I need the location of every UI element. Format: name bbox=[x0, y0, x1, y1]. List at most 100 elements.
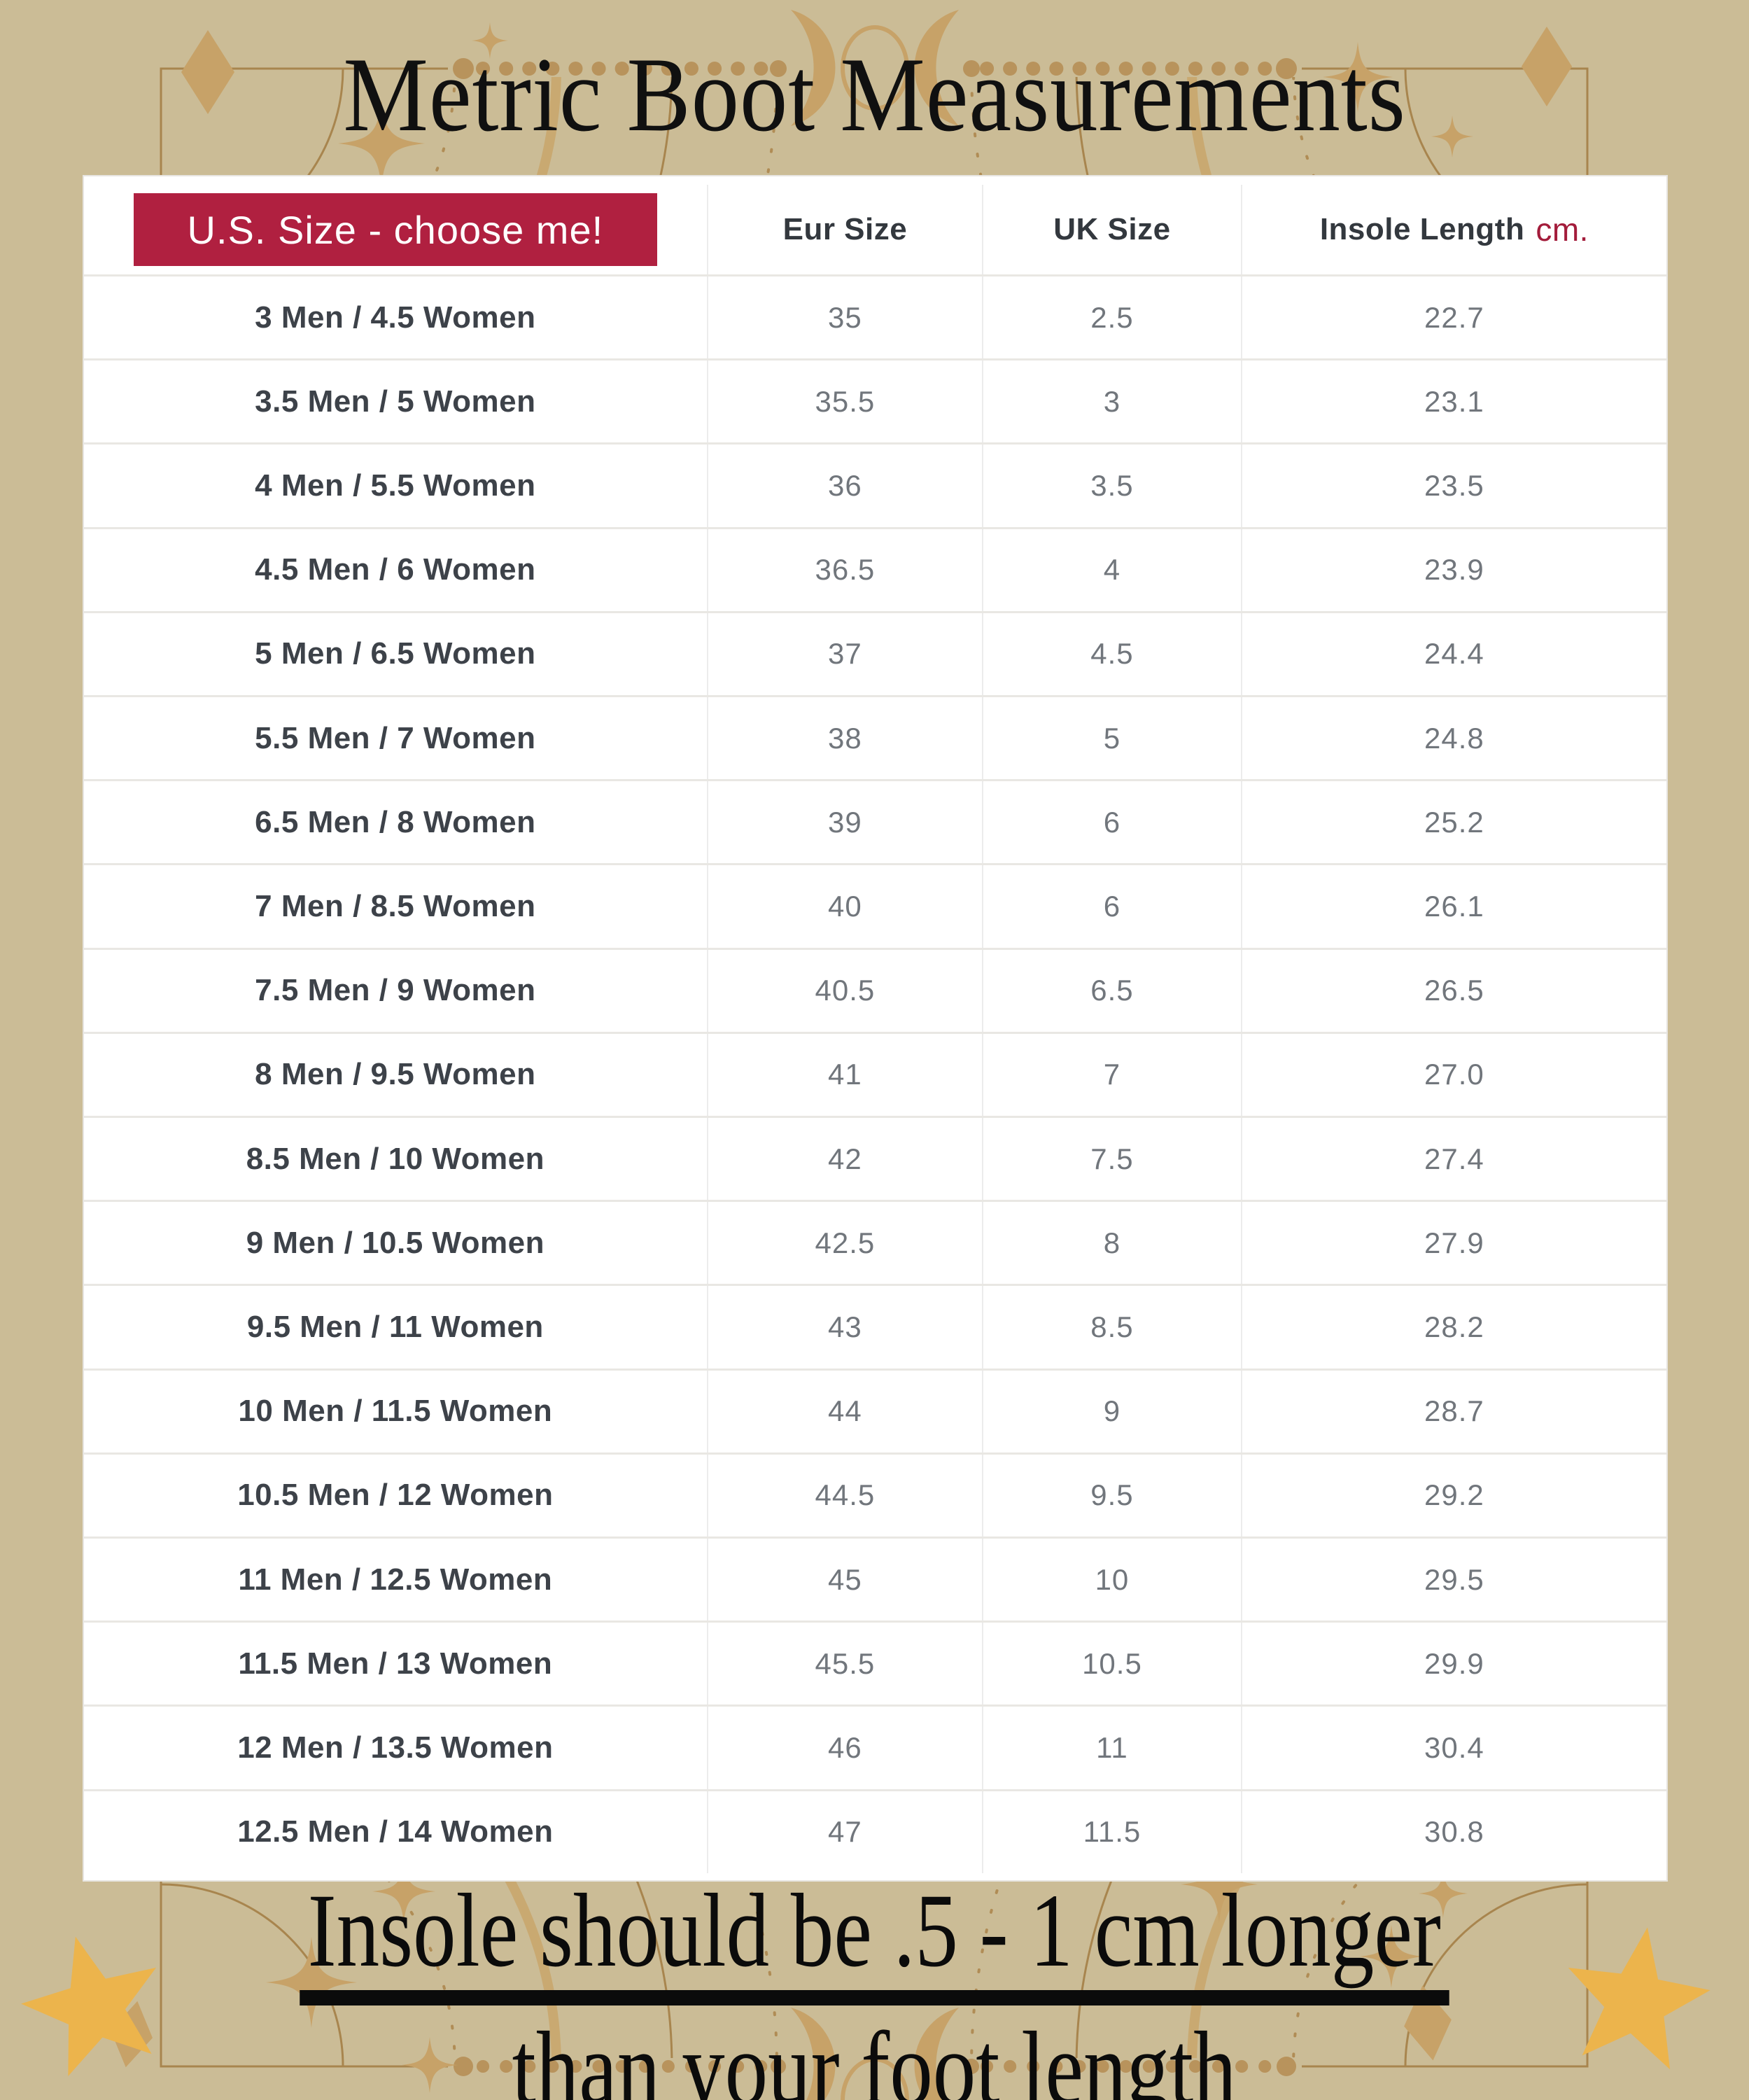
eur-size-cell: 40 bbox=[706, 865, 982, 948]
insole-length-cell: 24.4 bbox=[1240, 612, 1666, 696]
top-divider-ornament bbox=[448, 10, 1302, 126]
table-row: 5.5 Men / 7 Women 38 5 24.8 bbox=[84, 695, 1666, 780]
insole-length-cell: 26.5 bbox=[1240, 949, 1666, 1032]
table-row: 4.5 Men / 6 Women 36.5 4 23.9 bbox=[84, 526, 1666, 611]
uk-size-cell: 2.5 bbox=[982, 276, 1241, 359]
eur-size-cell: 35 bbox=[706, 276, 982, 359]
table-row: 12.5 Men / 14 Women 47 11.5 30.8 bbox=[84, 1788, 1666, 1873]
us-size-cell: 3 Men / 4.5 Women bbox=[255, 300, 536, 335]
us-size-cell: 4.5 Men / 6 Women bbox=[255, 552, 536, 587]
insole-length-cell: 29.9 bbox=[1240, 1623, 1666, 1705]
us-size-cell: 7 Men / 8.5 Women bbox=[255, 889, 536, 924]
table-row: 11 Men / 12.5 Women 45 10 29.5 bbox=[84, 1536, 1666, 1621]
left-crescent-icon bbox=[791, 10, 836, 126]
uk-size-cell: 7.5 bbox=[982, 1118, 1241, 1200]
full-moon-icon bbox=[841, 25, 909, 111]
table-row: 4 Men / 5.5 Women 36 3.5 23.5 bbox=[84, 442, 1666, 527]
us-size-cell: 11.5 Men / 13 Women bbox=[238, 1646, 553, 1681]
page-title: Metric Boot Measurements bbox=[0, 34, 1749, 155]
us-size-cell: 11 Men / 12.5 Women bbox=[238, 1562, 553, 1597]
footer-line-1: Insole should be .5 - 1 cm longer bbox=[300, 1877, 1449, 2005]
us-size-cell: 10.5 Men / 12 Women bbox=[237, 1478, 554, 1513]
insole-length-cell: 28.7 bbox=[1240, 1370, 1666, 1452]
eur-size-cell: 41 bbox=[706, 1033, 982, 1116]
footer-line-1-wrap: Insole should be .5 - 1 cm longer bbox=[0, 1877, 1749, 2005]
uk-size-cell: 6.5 bbox=[982, 949, 1241, 1032]
eur-size-cell: 45.5 bbox=[706, 1623, 982, 1705]
uk-size-cell: 9 bbox=[982, 1370, 1241, 1452]
table-row: 6.5 Men / 8 Women 39 6 25.2 bbox=[84, 779, 1666, 864]
table-row: 10 Men / 11.5 Women 44 9 28.7 bbox=[84, 1368, 1666, 1452]
us-size-cell: 9.5 Men / 11 Women bbox=[246, 1310, 544, 1345]
table-row: 10.5 Men / 12 Women 44.5 9.5 29.2 bbox=[84, 1452, 1666, 1537]
right-crescent-icon bbox=[914, 2008, 959, 2100]
table-row: 3.5 Men / 5 Women 35.5 3 23.1 bbox=[84, 358, 1666, 443]
eur-size-cell: 38 bbox=[706, 697, 982, 780]
eur-size-cell: 42.5 bbox=[706, 1202, 982, 1284]
uk-size-cell: 8.5 bbox=[982, 1286, 1241, 1368]
full-moon-icon bbox=[841, 2057, 909, 2100]
uk-size-header: UK Size bbox=[982, 185, 1241, 274]
eur-size-cell: 36 bbox=[706, 444, 982, 527]
eur-size-cell: 45 bbox=[706, 1539, 982, 1621]
uk-size-cell: 4.5 bbox=[982, 612, 1241, 696]
right-crescent-icon bbox=[914, 10, 959, 126]
us-size-cell: 8 Men / 9.5 Women bbox=[255, 1057, 536, 1092]
uk-size-cell: 11 bbox=[982, 1707, 1241, 1789]
table-row: 3 Men / 4.5 Women 35 2.5 22.7 bbox=[84, 274, 1666, 359]
footer-line-2: than your foot length bbox=[504, 2015, 1244, 2100]
us-size-cell: 12.5 Men / 14 Women bbox=[237, 1814, 554, 1849]
us-size-header-cell: U.S. Size - choose me! bbox=[84, 185, 707, 274]
eur-size-cell: 39 bbox=[706, 781, 982, 864]
insole-length-header-label: Insole Length bbox=[1319, 212, 1525, 246]
table-row: 8.5 Men / 10 Women 42 7.5 27.4 bbox=[84, 1116, 1666, 1200]
eur-size-header: Eur Size bbox=[706, 185, 982, 274]
table-row: 5 Men / 6.5 Women 37 4.5 24.4 bbox=[84, 610, 1666, 696]
insole-length-cell: 23.9 bbox=[1240, 528, 1666, 611]
us-size-cell: 12 Men / 13.5 Women bbox=[237, 1730, 554, 1765]
insole-length-cell: 26.1 bbox=[1240, 865, 1666, 948]
eur-size-cell: 46 bbox=[706, 1707, 982, 1789]
us-size-cell: 10 Men / 11.5 Women bbox=[238, 1394, 553, 1429]
bottom-divider-ornament bbox=[448, 2008, 1302, 2100]
uk-size-cell: 10 bbox=[982, 1539, 1241, 1621]
insole-length-header: Insole Length cm. bbox=[1240, 185, 1666, 274]
uk-size-cell: 6 bbox=[982, 781, 1241, 864]
insole-length-cell: 29.2 bbox=[1240, 1454, 1666, 1537]
us-size-cell: 6.5 Men / 8 Women bbox=[255, 804, 536, 839]
insole-length-cell: 27.9 bbox=[1240, 1202, 1666, 1284]
uk-size-cell: 8 bbox=[982, 1202, 1241, 1284]
eur-size-cell: 35.5 bbox=[706, 360, 982, 443]
eur-size-cell: 44.5 bbox=[706, 1454, 982, 1537]
us-size-cell: 8.5 Men / 10 Women bbox=[246, 1141, 545, 1176]
us-size-cell: 7.5 Men / 9 Women bbox=[255, 973, 536, 1008]
us-size-cell: 9 Men / 10.5 Women bbox=[246, 1225, 545, 1260]
size-table: U.S. Size - choose me! Eur Size UK Size … bbox=[83, 175, 1668, 1882]
left-crescent-icon bbox=[791, 2008, 836, 2100]
uk-size-cell: 6 bbox=[982, 865, 1241, 948]
table-body: 3 Men / 4.5 Women 35 2.5 22.7 3.5 Men / … bbox=[84, 274, 1666, 1873]
table-row: 9.5 Men / 11 Women 43 8.5 28.2 bbox=[84, 1284, 1666, 1368]
uk-size-cell: 10.5 bbox=[982, 1623, 1241, 1705]
uk-size-cell: 3.5 bbox=[982, 444, 1241, 527]
eur-size-cell: 36.5 bbox=[706, 528, 982, 611]
insole-length-cell: 28.2 bbox=[1240, 1286, 1666, 1368]
insole-unit-label: cm. bbox=[1536, 211, 1589, 248]
eur-size-cell: 43 bbox=[706, 1286, 982, 1368]
insole-length-cell: 25.2 bbox=[1240, 781, 1666, 864]
uk-size-cell: 3 bbox=[982, 360, 1241, 443]
eur-size-cell: 37 bbox=[706, 612, 982, 696]
table-row: 12 Men / 13.5 Women 46 11 30.4 bbox=[84, 1704, 1666, 1789]
eur-size-cell: 47 bbox=[706, 1791, 982, 1873]
us-size-cell: 5.5 Men / 7 Women bbox=[255, 720, 536, 755]
us-size-cell: 5 Men / 6.5 Women bbox=[255, 636, 536, 671]
insole-length-cell: 24.8 bbox=[1240, 697, 1666, 780]
table-row: 9 Men / 10.5 Women 42.5 8 27.9 bbox=[84, 1200, 1666, 1284]
uk-size-cell: 9.5 bbox=[982, 1454, 1241, 1537]
uk-size-cell: 7 bbox=[982, 1033, 1241, 1116]
page-title-text: Metric Boot Measurements bbox=[343, 36, 1406, 153]
uk-size-cell: 4 bbox=[982, 528, 1241, 611]
insole-length-cell: 22.7 bbox=[1240, 276, 1666, 359]
